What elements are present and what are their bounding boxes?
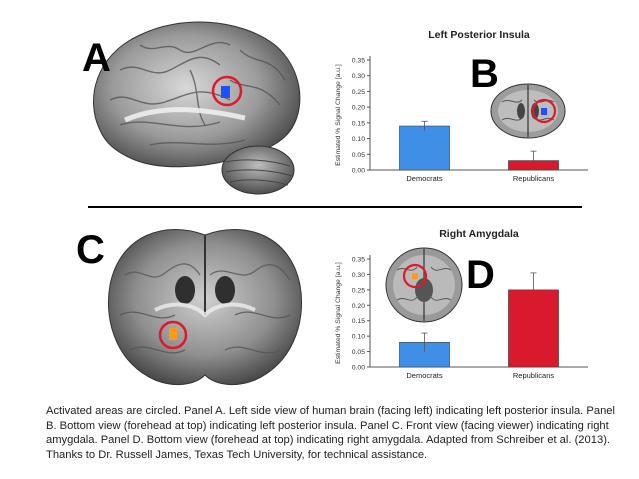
y-tick-label: 0.05 [352, 152, 365, 159]
highlight-circle [158, 320, 188, 350]
category-label: Democrats [406, 174, 443, 183]
y-tick-label: 0.10 [352, 136, 365, 143]
panel-label-c: C [76, 228, 105, 272]
y-tick-label: 0.00 [352, 168, 365, 175]
panel-divider [88, 206, 582, 208]
y-tick-label: 0.20 [352, 105, 365, 112]
panel-label-b: B [470, 52, 499, 96]
panel-label-a: A [82, 36, 111, 80]
y-tick-label: 0.30 [352, 272, 365, 279]
brain-axial-image-b [490, 83, 566, 139]
category-label: Democrats [406, 371, 443, 380]
y-tick-label: 0.30 [352, 73, 365, 80]
y-tick-label: 0.35 [352, 257, 365, 264]
y-tick-label: 0.35 [352, 58, 365, 65]
y-tick-label: 0.15 [352, 318, 365, 325]
chart-left-posterior-insula: Left Posterior Insula 0.00 0.05 0.10 0.15 0.2… [335, 29, 588, 183]
y-axis-label: Estimated % Signal Change [a.u.] [335, 262, 342, 364]
bar-democrats [399, 125, 450, 171]
figure-caption: Activated areas are circled. Panel A. Le… [46, 405, 615, 461]
y-tick-label: 0.10 [352, 334, 365, 341]
y-tick-label: 0.15 [352, 120, 365, 127]
y-tick-label: 0.20 [352, 303, 365, 310]
chart-right-amygdala: Right Amygdala 0.00 0.05 0.10 0.15 0.20 0.25 0.… [335, 228, 588, 380]
y-tick-label: 0.05 [352, 349, 365, 356]
y-tick-label: 0.25 [352, 89, 365, 96]
y-axis-label: Estimated % Signal Change [a.u.] [335, 64, 342, 166]
brain-axial-image-d [385, 247, 463, 323]
panel-label-d: D [466, 253, 495, 297]
y-tick-label: 0.00 [352, 365, 365, 372]
highlight-circle [211, 75, 243, 107]
activation-insula [221, 86, 230, 98]
brain-sagittal-image [93, 21, 301, 195]
chart-title: Right Amygdala [439, 228, 519, 240]
y-tick-label: 0.25 [352, 287, 365, 294]
category-label: Republicans [513, 174, 555, 183]
category-label: Republicans [513, 371, 555, 380]
activation-amygdala [169, 328, 177, 340]
chart-title: Left Posterior Insula [428, 29, 530, 41]
brain-coronal-image [107, 228, 303, 386]
